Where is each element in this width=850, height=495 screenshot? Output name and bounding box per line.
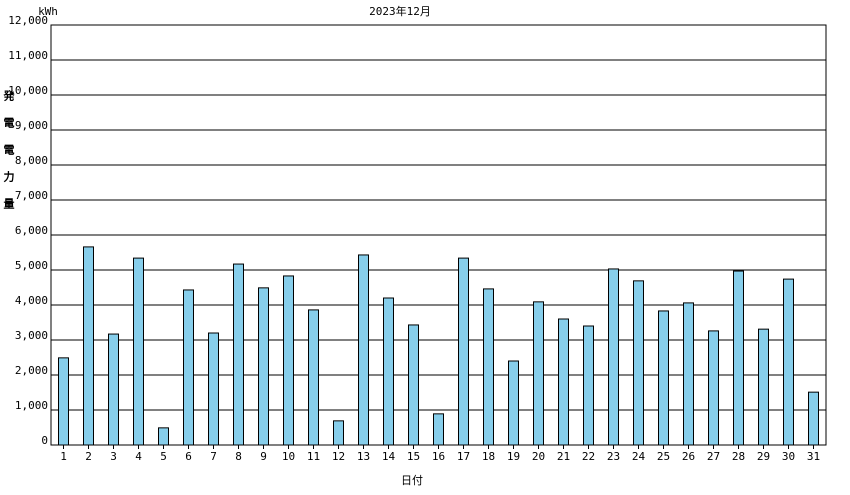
bar	[258, 287, 269, 446]
x-tick-label: 27	[707, 450, 720, 463]
x-tick-label: 8	[235, 450, 242, 463]
x-tick-label: 28	[732, 450, 745, 463]
x-tick-label: 24	[632, 450, 646, 463]
bar	[733, 270, 744, 446]
bar	[358, 254, 369, 446]
bar	[458, 257, 469, 446]
bar	[658, 310, 669, 446]
x-tick-label: 9	[260, 450, 267, 463]
y-tick-label: 4,000	[15, 294, 48, 307]
x-tick-label: 26	[682, 450, 695, 463]
x-tick-label: 14	[382, 450, 396, 463]
y-axis-label: 発電電力量	[2, 89, 16, 225]
x-tick-label: 29	[757, 450, 770, 463]
x-tick-label: 22	[582, 450, 595, 463]
bar	[308, 309, 319, 446]
bar	[333, 420, 344, 446]
x-tick-label: 18	[482, 450, 495, 463]
x-axis-label: 日付	[401, 474, 423, 487]
bar	[808, 391, 819, 446]
x-tick-label: 19	[507, 450, 520, 463]
x-tick-label: 30	[782, 450, 795, 463]
y-tick-label: 6,000	[15, 224, 48, 237]
y-tick-label: 2,000	[15, 364, 48, 377]
x-tick-label: 17	[457, 450, 470, 463]
y-tick-label: 5,000	[15, 259, 48, 272]
x-tick-label: 6	[185, 450, 192, 463]
bar	[508, 360, 519, 446]
chart-title: 2023年12月	[369, 4, 431, 18]
y-tick-label: 8,000	[15, 154, 48, 167]
x-tick-label: 11	[307, 450, 320, 463]
bar	[183, 289, 194, 446]
bar	[408, 324, 419, 446]
bar	[683, 302, 694, 446]
bar	[283, 275, 294, 446]
y-tick-label: 11,000	[8, 49, 48, 62]
bar	[233, 263, 244, 446]
x-tick-label: 20	[532, 450, 545, 463]
x-tick-label: 4	[135, 450, 142, 463]
x-tick-label: 12	[332, 450, 345, 463]
y-tick-label: 0	[41, 434, 48, 447]
x-tick-label: 23	[607, 450, 620, 463]
bar	[433, 413, 444, 446]
y-unit: kWh	[38, 5, 58, 18]
x-tick-label: 5	[160, 450, 167, 463]
x-tick-label: 3	[110, 450, 117, 463]
x-tick-label: 16	[432, 450, 445, 463]
x-tick-label: 15	[407, 450, 420, 463]
x-tick-label: 25	[657, 450, 670, 463]
y-tick-label: 7,000	[15, 189, 48, 202]
x-tick-label: 10	[282, 450, 295, 463]
x-tick-label: 2	[85, 450, 92, 463]
bar	[383, 297, 394, 446]
x-tick-label: 31	[807, 450, 820, 463]
x-tick-label: 13	[357, 450, 370, 463]
bar	[108, 333, 119, 446]
y-tick-label: 10,000	[8, 84, 48, 97]
bar	[158, 427, 169, 446]
y-tick-label: 3,000	[15, 329, 48, 342]
x-tick-label: 21	[557, 450, 570, 463]
bar	[608, 268, 619, 446]
bar	[783, 278, 794, 446]
bar	[58, 357, 69, 446]
bar	[483, 288, 494, 446]
bar	[633, 280, 644, 446]
bar	[83, 246, 94, 446]
bar	[533, 301, 544, 446]
bar	[558, 318, 569, 446]
bar	[208, 332, 219, 446]
bar	[708, 330, 719, 446]
y-tick-label: 9,000	[15, 119, 48, 132]
bar	[133, 257, 144, 446]
y-tick-label: 1,000	[15, 399, 48, 412]
y-tick-label: 12,000	[8, 14, 48, 27]
bar	[583, 325, 594, 446]
x-tick-label: 7	[210, 450, 217, 463]
bar	[758, 328, 769, 446]
x-tick-label: 1	[60, 450, 67, 463]
